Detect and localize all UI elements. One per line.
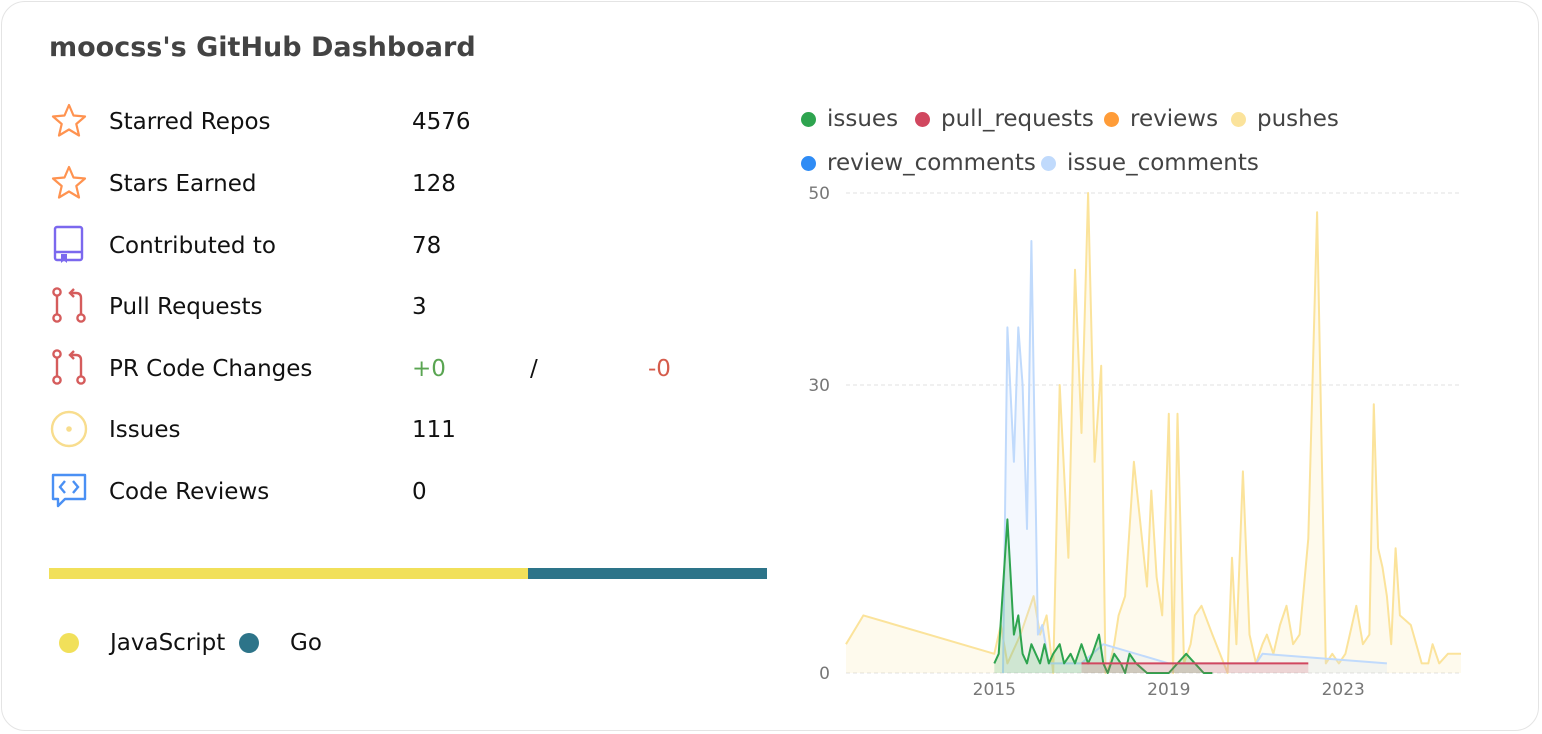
stat-value: 3 bbox=[412, 294, 427, 320]
issues-line bbox=[993, 518, 1213, 674]
code-review-icon bbox=[51, 473, 87, 508]
stat-label: PR Code Changes bbox=[109, 356, 313, 382]
legend-issue-comments[interactable]: issue_comments bbox=[1041, 148, 1259, 178]
pull-requests-dot-icon bbox=[915, 111, 930, 127]
stat-value: 78 bbox=[412, 233, 442, 259]
legend-review-comments[interactable]: review_comments bbox=[801, 148, 1036, 178]
x-tick-label: 2019 bbox=[1147, 680, 1190, 700]
language-segment-go bbox=[527, 568, 767, 579]
stat-code-reviews: Code Reviews 0 bbox=[49, 471, 749, 511]
stat-pull-requests: Pull Requests 3 bbox=[49, 286, 749, 326]
stat-label: Issues bbox=[109, 417, 181, 443]
legend-label: review_comments bbox=[827, 150, 1036, 176]
stat-value: 111 bbox=[412, 417, 456, 443]
pr-deletions: -0 bbox=[648, 356, 671, 382]
page-title: moocss's GitHub Dashboard bbox=[49, 32, 476, 63]
y-tick-label: 0 bbox=[819, 664, 830, 684]
pull-request-icon bbox=[52, 349, 86, 385]
legend-pull-requests[interactable]: pull_requests bbox=[915, 104, 1094, 134]
issue-icon bbox=[50, 410, 88, 448]
activity-chart: 0 30 50 2015 2019 2023 bbox=[808, 184, 1461, 700]
y-tick-label: 30 bbox=[808, 376, 830, 396]
reviews-dot-icon bbox=[1104, 111, 1119, 127]
language-legend-javascript: JavaScript bbox=[59, 628, 225, 658]
pr-separator: / bbox=[530, 356, 538, 382]
legend-label: issue_comments bbox=[1067, 150, 1259, 176]
legend-issues[interactable]: issues bbox=[801, 104, 898, 134]
stat-label: Code Reviews bbox=[109, 479, 270, 505]
language-legend-go: Go bbox=[239, 628, 322, 658]
x-tick-label: 2015 bbox=[973, 680, 1016, 700]
legend-label: reviews bbox=[1130, 106, 1219, 132]
javascript-dot-icon bbox=[59, 633, 79, 653]
pushes-dot-icon bbox=[1231, 111, 1246, 127]
legend-reviews[interactable]: reviews bbox=[1104, 104, 1218, 134]
go-dot-icon bbox=[239, 633, 259, 653]
stat-pr-code-changes: PR Code Changes +0 / -0 bbox=[49, 348, 749, 388]
review-comments-dot-icon bbox=[801, 155, 816, 171]
language-label: JavaScript bbox=[110, 630, 226, 656]
star-icon bbox=[51, 165, 87, 199]
issue_comments-area bbox=[1003, 241, 1387, 673]
legend-label: issues bbox=[827, 106, 899, 132]
y-tick-label: 50 bbox=[808, 184, 830, 204]
stat-starred-repos: Starred Repos 4576 bbox=[49, 101, 749, 141]
legend-label: pushes bbox=[1257, 106, 1339, 132]
language-segment-javascript bbox=[49, 568, 528, 579]
pushes-area bbox=[846, 193, 1461, 673]
chart-series bbox=[845, 192, 1461, 674]
issues-area bbox=[994, 519, 1213, 673]
stat-value: 4576 bbox=[412, 109, 471, 135]
stat-label: Starred Repos bbox=[109, 109, 271, 135]
legend-pushes[interactable]: pushes bbox=[1231, 104, 1339, 134]
chart-grid bbox=[846, 192, 1461, 674]
pushes-line bbox=[845, 192, 1461, 674]
stat-value: 0 bbox=[412, 479, 427, 505]
legend-label: pull_requests bbox=[941, 106, 1094, 132]
pull-request-icon bbox=[52, 287, 86, 323]
stat-value: 128 bbox=[412, 171, 456, 197]
stat-issues: Issues 111 bbox=[49, 409, 749, 449]
star-icon bbox=[51, 103, 87, 137]
issues-dot-icon bbox=[801, 111, 816, 127]
stat-stars-earned: Stars Earned 128 bbox=[49, 163, 749, 203]
stat-label: Pull Requests bbox=[109, 294, 263, 320]
pull_requests-area bbox=[1081, 663, 1309, 673]
stat-contributed-to: Contributed to 78 bbox=[49, 225, 749, 265]
stat-label: Contributed to bbox=[109, 233, 276, 259]
language-label: Go bbox=[290, 630, 322, 656]
x-tick-label: 2023 bbox=[1322, 680, 1365, 700]
chart-axes: 0 30 50 2015 2019 2023 bbox=[808, 184, 1365, 700]
pr-additions: +0 bbox=[412, 356, 446, 382]
issue-comments-dot-icon bbox=[1041, 155, 1056, 171]
stat-label: Stars Earned bbox=[109, 171, 257, 197]
repo-icon bbox=[53, 225, 84, 263]
language-bar bbox=[49, 568, 767, 579]
